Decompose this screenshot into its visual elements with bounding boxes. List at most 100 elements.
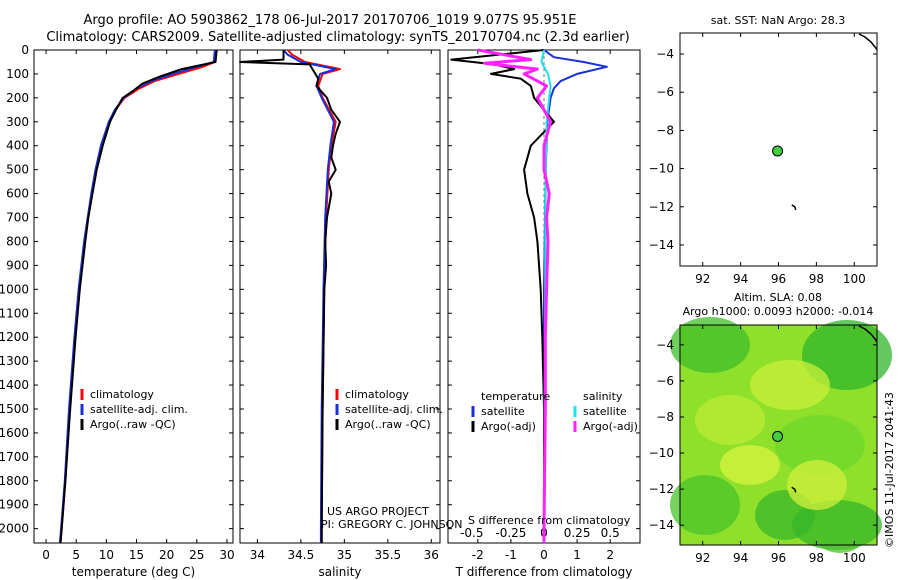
x-tick-label: 35.5 [374,548,401,562]
imos-credit: ©IMOS 11-Jul-2017 2041:43 [883,392,896,548]
x-axis-label: salinity [318,565,361,579]
series-line-climatology [287,49,341,543]
legend-label: satellite-adj. clim. [90,403,188,416]
y-tick-label: 1600 [0,426,29,440]
temperature-profile-panel: 0 5 10 15 20 25 30 temperature (deg C) 0 100 200 30… [0,43,235,579]
sst-map-title: sat. SST: NaN Argo: 28.3 [711,14,845,27]
map-x-tick-label: 96 [771,551,786,565]
y-tick-label: 600 [6,187,29,201]
island-marker [791,486,797,493]
sla-field-patch [750,360,830,410]
series-line-argo-raw-qc- [59,49,218,544]
y-tick-label: 2000 [0,522,29,536]
y-tick-label: 700 [6,211,29,225]
map-y-tick-label: −6 [656,374,674,388]
x-tick-label: 35 [337,548,352,562]
x-tick-label: 1 [573,548,581,562]
plot-frame [239,49,441,544]
sst-map-panel: 92 94 96 98 100 −4 −6 −8 −10 −12 −14 [649,32,878,286]
map-y-tick-label: −10 [649,162,674,176]
sla-field-patch [670,475,740,535]
map-y-tick-label: −14 [649,238,674,252]
series-line-satellite-adj-clim- [58,49,216,544]
map-y-tick-label: −6 [656,85,674,99]
sla-field-patch [775,415,865,475]
x-axis-label: T difference from climatology [455,565,633,579]
figure-title-line2: Climatology: CARS2009. Satellite-adjuste… [46,30,629,45]
y-tick-label: 1300 [0,354,29,368]
x-tick-label: 36 [424,548,439,562]
y-tick-label: 1900 [0,498,29,512]
sla-field-patch [787,460,847,510]
salinity-profile-panel: 34 34.5 35 35.5 36 salinity climatology satelli… [239,49,443,579]
map-y-tick-label: −4 [656,47,674,61]
legend-label: Argo(-adj) [481,420,536,433]
legend-label: satellite [583,405,627,418]
x-tick-label: 5 [72,548,80,562]
y-tick-label: 800 [6,234,29,248]
map-y-tick-label: −12 [649,482,674,496]
x-tick-label: 30 [219,548,234,562]
y-tick-label: 300 [6,115,29,129]
plot-frame [33,49,234,544]
y-tick-label: 0 [21,43,29,57]
x-tick-label: 25 [189,548,204,562]
y-tick-label: 200 [6,91,29,105]
y-tick-label: 1000 [0,282,29,296]
s-tick-label: -0.25 [495,526,526,540]
map-x-tick-label: 100 [843,272,866,286]
series-line-satellite-adj-clim- [282,49,337,543]
y-tick-label: 1200 [0,330,29,344]
s-tick-label: -0.5 [460,526,483,540]
map-y-tick-label: −4 [656,338,674,352]
map-x-tick-label: 100 [843,551,866,565]
legend-title-temperature: temperature [481,390,550,403]
s-difference-axis-label: S difference from climatology [468,514,631,527]
s-tick-label: 0.25 [564,526,591,540]
map-x-tick-label: 96 [771,272,786,286]
map-y-tick-label: −12 [649,200,674,214]
legend-label: climatology [90,388,154,401]
map-x-tick-label: 92 [695,551,710,565]
x-tick-label: 0 [42,548,50,562]
sla-field-patch [670,317,750,373]
y-tick-label: 1500 [0,402,29,416]
map-y-tick-label: −8 [656,123,674,137]
pi-annotation: PI: GREGORY C. JOHNSON [321,518,462,531]
legend-label: climatology [345,388,409,401]
legend-label: satellite [481,405,525,418]
float-location-marker [772,430,784,442]
x-tick-label: 20 [159,548,174,562]
coastline [858,33,878,51]
sla-map-title: Altim. SLA: 0.08 [734,291,822,304]
legend-label: Argo(-adj) [583,420,638,433]
y-tick-label: 500 [6,163,29,177]
y-tick-label: 1100 [0,306,29,320]
sla-field-patch [720,445,780,485]
map-x-tick-label: 98 [809,551,824,565]
sla-field-patch [815,517,865,553]
series-line-t-argo-adj- [450,49,555,543]
map-x-tick-label: 94 [733,551,748,565]
legend-label: Argo(..raw -QC) [345,418,431,431]
legend-title-salinity: salinity [583,390,623,403]
legend-label: satellite-adj. clim. [345,403,443,416]
map-x-tick-label: 98 [809,272,824,286]
y-tick-label: 100 [6,67,29,81]
series-line-t-satellite [543,49,608,543]
x-tick-label: 0 [540,548,548,562]
project-annotation: US ARGO PROJECT [327,505,429,518]
map-x-tick-label: 94 [733,272,748,286]
x-tick-label: 10 [99,548,114,562]
sla-field-patch [695,395,765,445]
x-tick-label: 15 [129,548,144,562]
y-tick-label: 400 [6,139,29,153]
map-y-tick-label: −10 [649,446,674,460]
island-marker [791,204,797,211]
coastline [858,325,878,343]
y-tick-label: 900 [6,258,29,272]
sla-map-panel: 92 94 96 98 100 −4 −6 −8 −10 −12 −14 [649,317,892,565]
map-x-tick-label: 92 [695,272,710,286]
